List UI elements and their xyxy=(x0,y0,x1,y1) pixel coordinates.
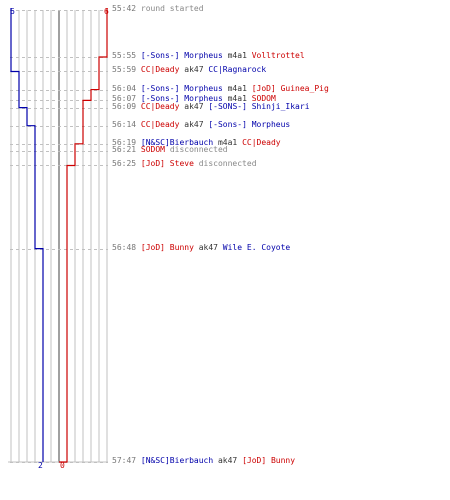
event-row: 56:25 [JoD] Steve disconnected xyxy=(112,159,257,169)
event-text: SODOM xyxy=(136,145,165,154)
event-text: CC|Deady xyxy=(242,138,281,147)
event-text: m4a1 xyxy=(213,138,243,147)
event-text: [JoD] Bunny xyxy=(242,456,296,465)
event-text: Wile E. Coyote xyxy=(222,243,291,252)
event-row: 57:47 [N&SC]Bierbauch ak47 [JoD] Bunny xyxy=(112,456,295,466)
event-text: CC|Deady xyxy=(136,65,180,74)
event-time: 56:14 xyxy=(112,120,137,129)
event-text: [JoD] Guinea_Pig xyxy=(251,84,329,93)
event-row: 55:42 round started xyxy=(112,4,204,14)
blue-start-count: 6 xyxy=(10,7,15,16)
event-time: 56:04 xyxy=(112,84,137,93)
red-end-count: 0 xyxy=(60,461,65,470)
event-text: ak47 xyxy=(179,102,209,111)
event-text: ak47 xyxy=(213,456,243,465)
event-time: 56:19 xyxy=(112,138,137,147)
event-text: m4a1 xyxy=(222,51,252,60)
event-text: CC|Deady xyxy=(136,102,180,111)
event-text: disconnected xyxy=(193,159,257,168)
event-text: [JoD] Bunny xyxy=(136,243,194,252)
event-text: CC|Deady xyxy=(136,120,180,129)
event-row: 55:55 [-Sons-] Morpheus m4a1 Volltrottel xyxy=(112,51,305,61)
event-text: disconnected xyxy=(165,145,228,154)
event-text: round started xyxy=(136,4,204,13)
event-text: m4a1 xyxy=(222,84,252,93)
event-time: 56:25 xyxy=(112,159,137,168)
event-row: 56:48 [JoD] Bunny ak47 Wile E. Coyote xyxy=(112,243,290,253)
event-time: 56:09 xyxy=(112,102,137,111)
event-time: 55:55 xyxy=(112,51,137,60)
event-time: 57:47 xyxy=(112,456,137,465)
event-row: 56:21 SODOM disconnected xyxy=(112,145,228,155)
event-text: ak47 xyxy=(193,243,223,252)
event-text: [-Sons-] Morpheus xyxy=(136,84,223,93)
event-text: ak47 xyxy=(179,120,209,129)
event-row: 55:59 CC|Deady ak47 CC|Ragnarock xyxy=(112,65,266,75)
event-text: SODOM xyxy=(251,94,276,103)
event-text: [JoD] Steve xyxy=(136,159,194,168)
event-time: 55:59 xyxy=(112,65,137,74)
event-time: 56:07 xyxy=(112,94,137,103)
event-row: 56:07 [-Sons-] Morpheus m4a1 SODOM xyxy=(112,94,276,104)
event-text: Volltrottel xyxy=(251,51,305,60)
event-text: m4a1 xyxy=(222,94,252,103)
red-start-count: 6 xyxy=(104,7,109,16)
event-time: 56:48 xyxy=(112,243,137,252)
blue-end-count: 2 xyxy=(38,461,43,470)
event-text: CC|Ragnarock xyxy=(208,65,267,74)
event-row: 56:04 [-Sons-] Morpheus m4a1 [JoD] Guine… xyxy=(112,84,329,94)
event-text: [-Sons-] Morpheus xyxy=(208,120,291,129)
event-text: ak47 xyxy=(179,65,209,74)
red-team-alive-line xyxy=(59,8,108,463)
event-row: 56:09 CC|Deady ak47 [-SONS-] Shinji_Ikar… xyxy=(112,102,310,112)
event-text: [N&SC]Bierbauch xyxy=(136,456,214,465)
event-text: [-Sons-] Morpheus xyxy=(136,94,223,103)
event-text: [-Sons-] Morpheus xyxy=(136,51,223,60)
event-text: [-SONS-] Shinji_Ikari xyxy=(208,102,310,111)
event-time: 56:21 xyxy=(112,145,137,154)
blue-team-alive-line xyxy=(10,8,44,462)
event-text: [N&SC]Bierbauch xyxy=(136,138,214,147)
event-time: 55:42 xyxy=(112,4,137,13)
event-row: 56:14 CC|Deady ak47 [-Sons-] Morpheus xyxy=(112,120,290,130)
event-row: 56:19 [N&SC]Bierbauch m4a1 CC|Deady xyxy=(112,138,281,148)
